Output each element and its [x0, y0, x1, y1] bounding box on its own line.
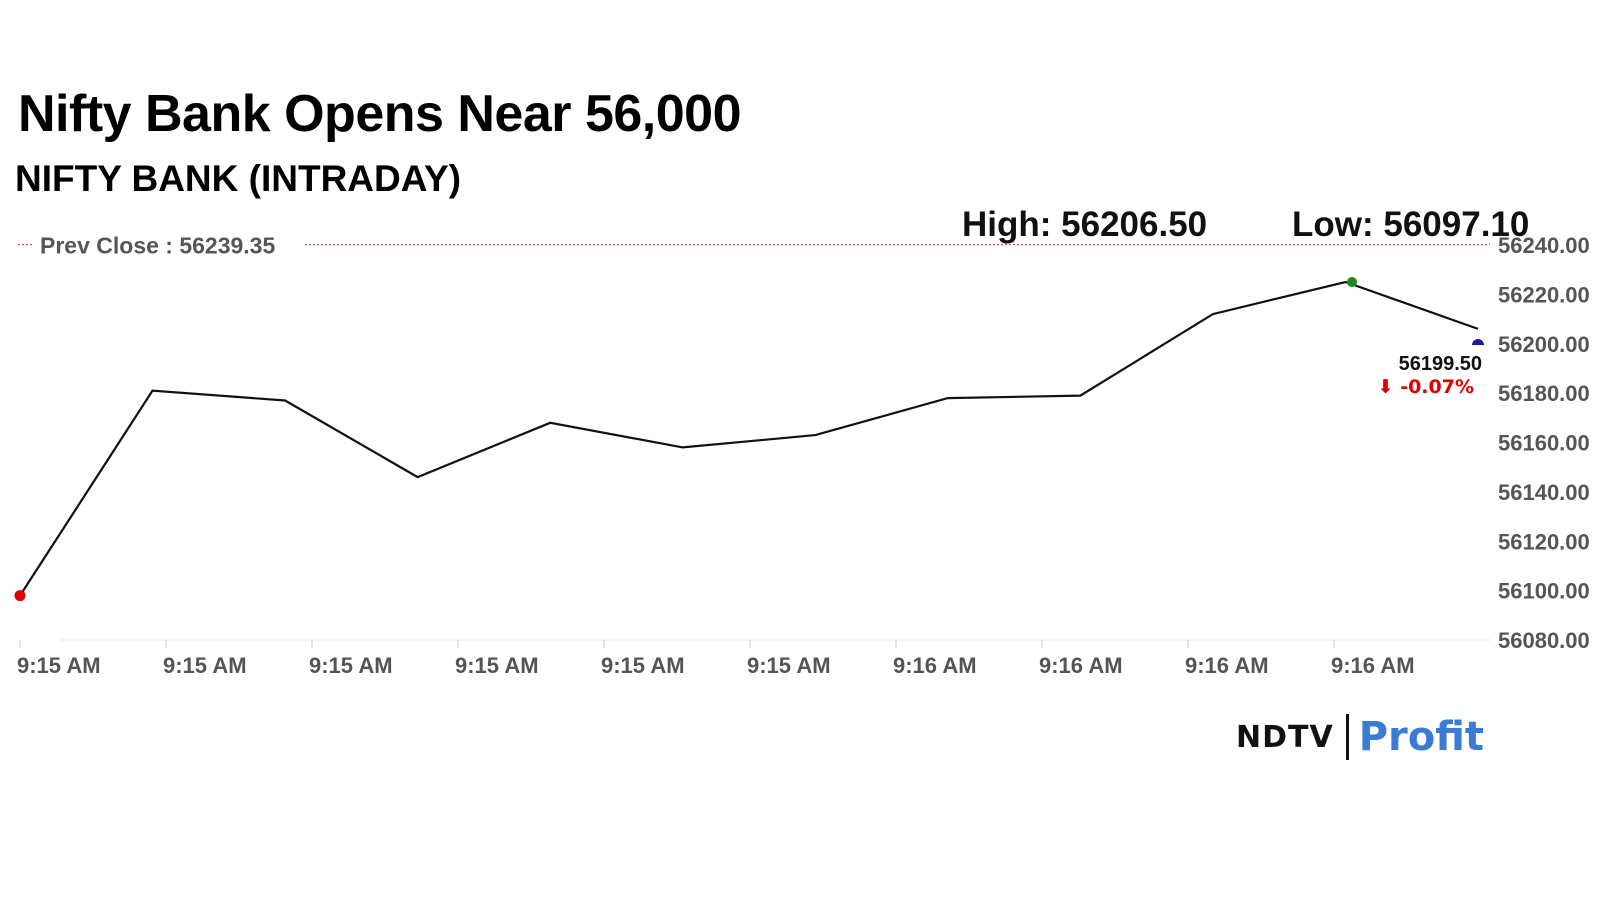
- price-series-line: [19, 280, 1479, 597]
- low-label: Low: 56097.10: [1292, 205, 1530, 244]
- y-tick-label: 56160.00: [1498, 431, 1590, 456]
- y-tick-label: 56240.00: [1498, 233, 1590, 258]
- open-point-dot: [14, 590, 26, 602]
- high-label: High: 56206.50: [962, 205, 1208, 244]
- x-tick-label: 9:15 AM: [309, 653, 393, 678]
- last-point-dot: [1472, 338, 1484, 345]
- profit-wordmark: Profit: [1358, 714, 1484, 760]
- x-tick-label: 9:15 AM: [747, 653, 831, 678]
- logo-divider: [1345, 714, 1349, 760]
- x-tick-label: 9:16 AM: [1331, 653, 1415, 678]
- y-tick-label: 56080.00: [1498, 628, 1590, 653]
- x-tick-label: 9:16 AM: [1039, 653, 1123, 678]
- y-tick-label: 56120.00: [1498, 529, 1590, 554]
- chart-subtitle: NIFTY BANK (INTRADAY): [15, 158, 462, 199]
- chart-axes: [18, 244, 1490, 648]
- ndtv-profit-logo: NDTV Profit: [1236, 712, 1484, 762]
- x-tick-label: 9:16 AM: [893, 653, 977, 678]
- y-tick-label: 56180.00: [1498, 381, 1590, 406]
- x-tick-label: 9:15 AM: [163, 653, 247, 678]
- chart-plot: [14, 277, 1484, 602]
- high-point-dot: [1347, 277, 1357, 288]
- ndtv-wordmark: NDTV: [1236, 719, 1334, 755]
- x-tick-label: 9:15 AM: [455, 653, 539, 678]
- y-tick-label: 56100.00: [1498, 579, 1590, 604]
- x-tick-label: 9:16 AM: [1185, 653, 1269, 678]
- last-value-label: 56199.50: [1399, 353, 1482, 375]
- chart-labels: 9:15 AM 9:15 AM 9:15 AM 9:15 AM 9:15 AM 9:15 …: [17, 233, 1590, 678]
- y-tick-label: 56140.00: [1498, 480, 1590, 505]
- y-tick-label: 56220.00: [1498, 282, 1590, 307]
- prev-close-label: Prev Close : 56239.35: [40, 233, 275, 259]
- y-tick-label: 56200.00: [1498, 332, 1590, 357]
- x-tick-label: 9:15 AM: [17, 653, 101, 678]
- change-percent-label: ⬇ -0.07%: [1378, 376, 1474, 398]
- x-tick-label: 9:15 AM: [601, 653, 685, 678]
- headline: Nifty Bank Opens Near 56,000: [18, 85, 742, 143]
